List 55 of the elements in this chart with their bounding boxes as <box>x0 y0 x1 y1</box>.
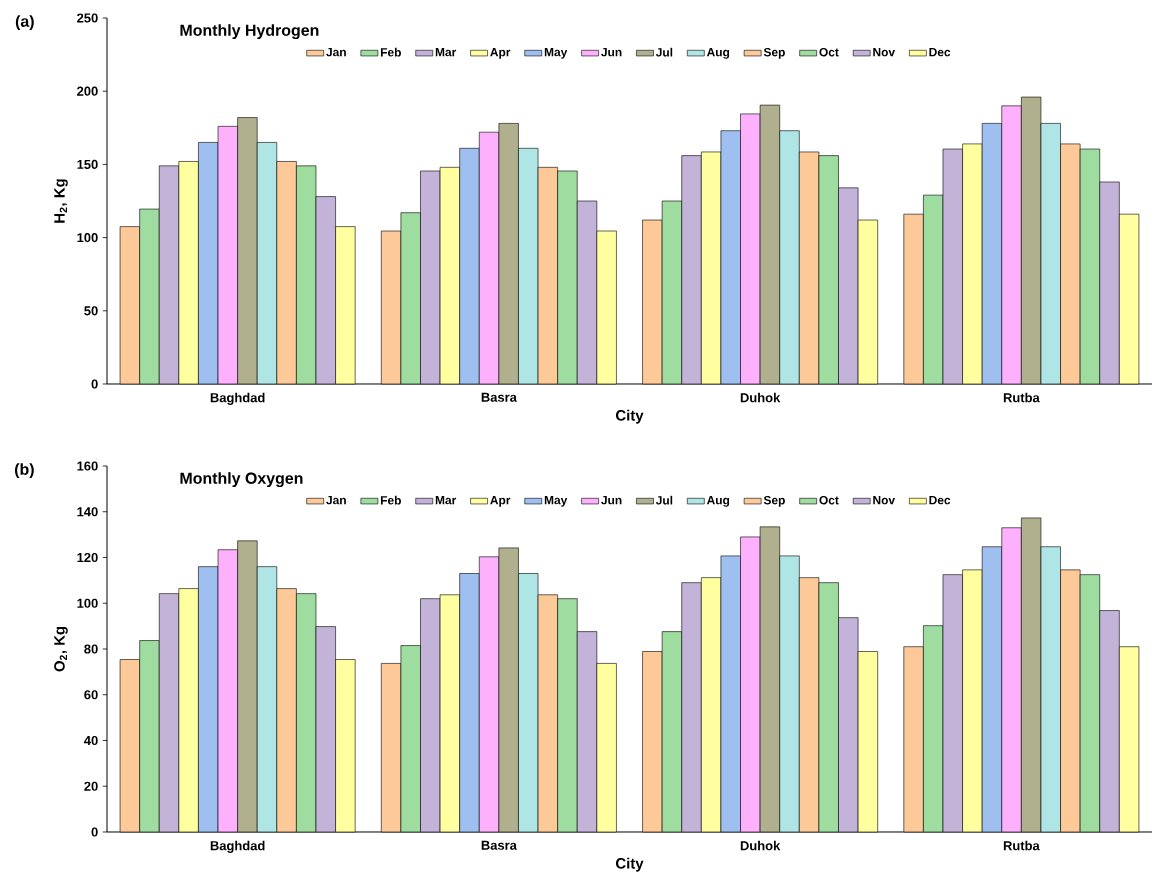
text: (b) <box>15 463 34 479</box>
legend-title: Monthly Oxygen <box>180 472 303 488</box>
legend-label: Nov <box>873 496 896 505</box>
y-tick-label: 0 <box>91 379 98 389</box>
y-tick-label: 50 <box>84 306 98 316</box>
x-tick-label: Rutba <box>1003 392 1040 403</box>
y-tick-label: 100 <box>77 233 98 243</box>
legend-title: Monthly Hydrogen <box>180 24 319 40</box>
y-tick-label: 60 <box>84 690 98 700</box>
y-tick-label: 140 <box>77 507 98 517</box>
y-tick-label: 120 <box>77 552 98 563</box>
y-tick-label: 150 <box>77 159 98 169</box>
legend-label: Oct <box>819 47 839 57</box>
y-tick-label: 160 <box>77 461 98 471</box>
y-axis-title: H$_{2}$, Kg <box>54 179 68 223</box>
y-tick-label: 250 <box>77 13 98 23</box>
x-tick-label: Baghdad <box>210 840 265 853</box>
legend-label: Jun <box>601 48 622 57</box>
legend-label: Aug <box>706 496 730 507</box>
legend-label: Feb <box>380 495 401 505</box>
legend-label: Dec <box>929 48 951 57</box>
x-tick-label: Baghdad <box>210 392 265 405</box>
legend-label: Jul <box>655 47 673 57</box>
y-axis-title: O$_{2}$, Kg <box>54 626 68 672</box>
x-tick-label: Basra <box>481 840 517 850</box>
legend-label: Jul <box>655 495 673 505</box>
text: (a) <box>15 15 34 31</box>
y-tick-label: 40 <box>84 735 98 746</box>
x-tick-label: Duhok <box>740 840 781 851</box>
x-axis-title: City <box>615 857 644 872</box>
y-tick-label: 0 <box>91 827 98 837</box>
legend-label: May <box>544 496 568 507</box>
legend-label: Sep <box>763 495 785 507</box>
x-tick-label: Rutba <box>1003 840 1040 851</box>
x-axis-title: City <box>615 409 644 424</box>
legend-label: Feb <box>380 47 401 57</box>
y-tick-label: 100 <box>77 598 98 608</box>
legend-label: Jan <box>326 48 346 57</box>
legend-label: Sep <box>763 47 785 59</box>
legend-label: Oct <box>819 495 839 505</box>
legend-label: Apr <box>490 496 511 507</box>
y-tick-label: 20 <box>84 781 98 791</box>
y-tick-label: 80 <box>84 644 98 654</box>
legend-label: Jun <box>601 496 622 505</box>
legend-label: Mar <box>435 48 457 57</box>
legend-label: Apr <box>490 48 511 59</box>
legend-label: Aug <box>706 48 730 59</box>
legend-label: Mar <box>435 496 457 505</box>
legend-label: May <box>544 48 568 59</box>
x-tick-label: Basra <box>481 392 517 402</box>
legend-label: Nov <box>873 48 896 57</box>
legend-label: Jan <box>326 496 346 505</box>
y-tick-label: 200 <box>77 86 98 96</box>
x-tick-label: Duhok <box>740 392 781 403</box>
legend-label: Dec <box>929 496 951 505</box>
